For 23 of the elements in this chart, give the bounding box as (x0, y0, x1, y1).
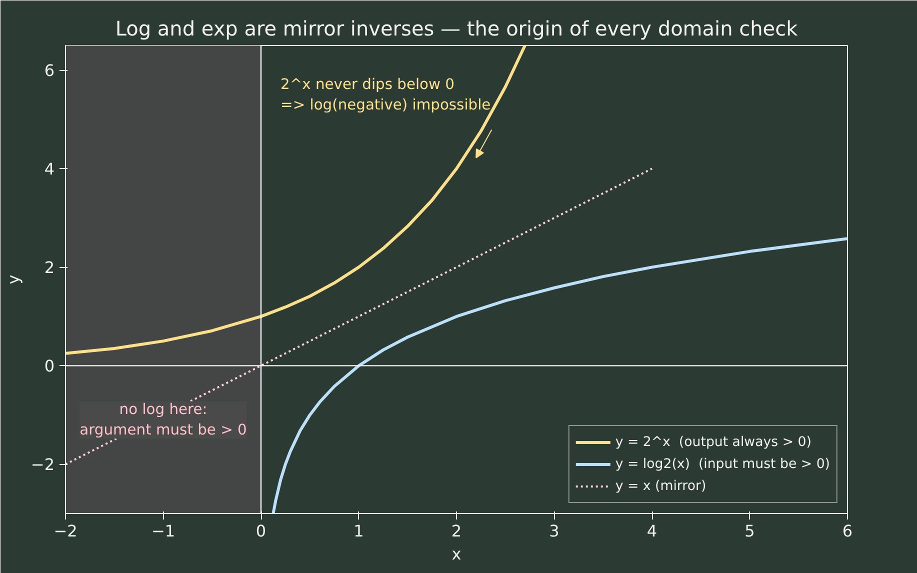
x-tick-label: 4 (646, 522, 658, 540)
x-tick-label: 3 (549, 522, 560, 540)
x-tick-label: 1 (354, 522, 364, 540)
x-tick-label: −1 (151, 522, 176, 540)
y-tick-label: 0 (44, 356, 55, 376)
x-tick-label: 2 (451, 522, 462, 540)
line-series (66, 46, 526, 355)
y-tick-label: 4 (44, 160, 55, 179)
band-label: no log here: argument must be > 0 (80, 401, 247, 439)
y-tick-label: −2 (30, 455, 55, 474)
x-tick-label: 0 (256, 522, 266, 540)
legend-label: y = 2^x (output always > 0) (615, 434, 812, 450)
x-tick-label: 5 (744, 522, 755, 540)
x-axis-title: x (452, 544, 462, 564)
y-tick-label: 2 (44, 258, 55, 278)
y-axis-title: y (4, 274, 23, 284)
x-tick-label: 6 (842, 522, 853, 540)
legend-label: y = log2(x) (input must be > 0) (615, 456, 830, 472)
chart-title: Log and exp are mirror inverses — the origin of every domain check (115, 16, 798, 40)
legend-label: y = x (mirror) (615, 478, 706, 494)
annotation: 2^x never dips below 0 => log(negative) impossible (280, 76, 491, 114)
line-series (272, 237, 848, 514)
y-tick-label: 6 (44, 61, 55, 80)
